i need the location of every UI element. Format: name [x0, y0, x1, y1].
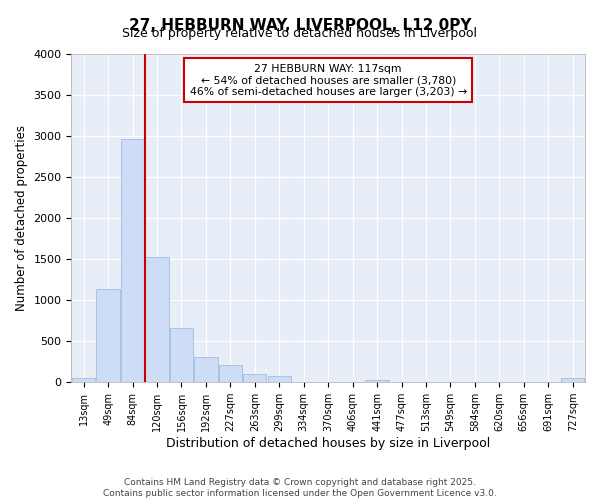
Text: Size of property relative to detached houses in Liverpool: Size of property relative to detached ho… — [122, 28, 478, 40]
Bar — [219, 365, 242, 382]
Y-axis label: Number of detached properties: Number of detached properties — [15, 125, 28, 311]
Bar — [561, 378, 584, 382]
Bar — [243, 374, 266, 382]
Bar — [145, 256, 169, 382]
X-axis label: Distribution of detached houses by size in Liverpool: Distribution of detached houses by size … — [166, 437, 490, 450]
Bar — [170, 328, 193, 382]
Bar — [97, 290, 120, 382]
Bar — [121, 138, 144, 382]
Bar — [72, 378, 95, 382]
Bar — [194, 357, 218, 382]
Text: 27, HEBBURN WAY, LIVERPOOL, L12 0PY: 27, HEBBURN WAY, LIVERPOOL, L12 0PY — [129, 18, 471, 32]
Bar — [268, 376, 291, 382]
Text: 27 HEBBURN WAY: 117sqm
← 54% of detached houses are smaller (3,780)
46% of semi-: 27 HEBBURN WAY: 117sqm ← 54% of detached… — [190, 64, 467, 97]
Bar — [365, 380, 389, 382]
Text: Contains HM Land Registry data © Crown copyright and database right 2025.
Contai: Contains HM Land Registry data © Crown c… — [103, 478, 497, 498]
